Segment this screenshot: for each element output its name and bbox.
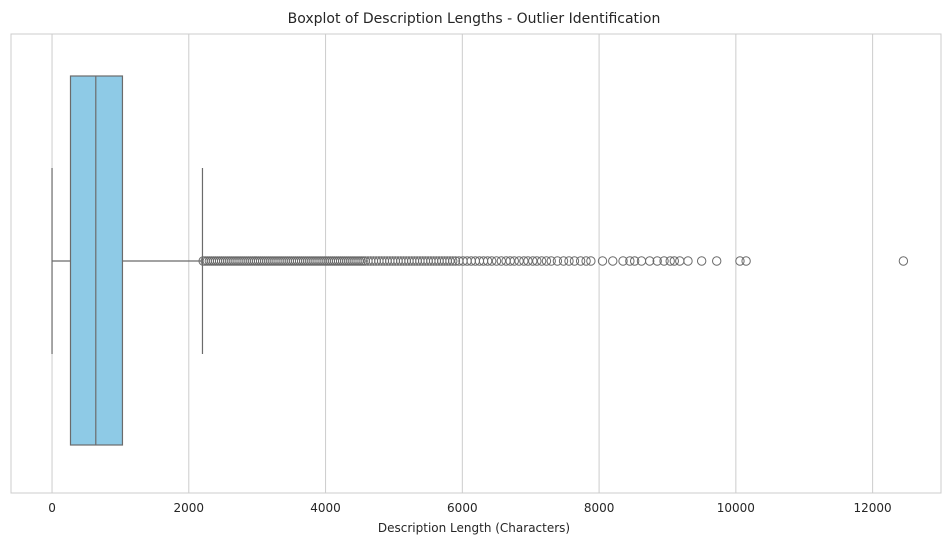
x-tick-label: 2000 — [174, 501, 205, 515]
outlier-point — [696, 256, 707, 266]
x-tick-label: 0 — [48, 501, 56, 515]
outlier-point — [558, 256, 569, 266]
outlier-point — [586, 256, 596, 266]
outlier-point — [532, 256, 542, 266]
outlier-point — [683, 256, 693, 266]
plot-frame — [10, 33, 942, 494]
x-tick-layer: 0 2000 4000 6000 8000 10000 12000 — [48, 501, 892, 515]
outlier-point — [898, 256, 909, 266]
outlier-point — [652, 256, 662, 266]
outlier-point — [669, 256, 680, 266]
outlier-point — [629, 256, 640, 266]
x-tick-label: 10000 — [717, 501, 755, 515]
outlier-point — [509, 256, 519, 266]
outlier-point — [575, 256, 586, 266]
x-axis-label: Description Length (Characters) — [378, 521, 570, 535]
outlier-point — [552, 256, 563, 266]
x-tick-label: 12000 — [854, 501, 892, 515]
x-tick-label: 4000 — [310, 501, 341, 515]
outlier-point — [665, 256, 675, 266]
outlier-point — [536, 256, 547, 266]
x-tick-label: 8000 — [584, 501, 615, 515]
outlier-point — [487, 256, 497, 266]
chart-title: Boxplot of Description Lengths - Outlier… — [288, 11, 661, 27]
outlier-point — [735, 256, 745, 266]
outlier-point — [581, 256, 591, 266]
iqr-box — [69, 75, 124, 446]
outlier-point — [741, 256, 751, 266]
outlier-point — [618, 256, 628, 266]
outlier-point — [541, 256, 552, 266]
outlier-point — [625, 256, 635, 266]
box-layer — [51, 75, 204, 446]
x-tick-label: 6000 — [447, 501, 478, 515]
outlier-point — [608, 256, 618, 266]
outlier-point — [564, 256, 574, 266]
outlier-point — [450, 256, 461, 266]
outlier-point — [712, 256, 722, 266]
outlier-point — [569, 256, 580, 266]
outlier-point — [675, 256, 685, 266]
outlier-point — [514, 256, 524, 266]
outlier-point — [496, 256, 507, 266]
outlier-point — [644, 256, 655, 266]
outlier-point — [546, 256, 556, 266]
outlier-point — [597, 256, 608, 266]
outlier-layer — [198, 256, 909, 266]
outlier-point — [491, 256, 502, 266]
outlier-point — [659, 256, 669, 266]
outlier-point — [448, 256, 458, 266]
